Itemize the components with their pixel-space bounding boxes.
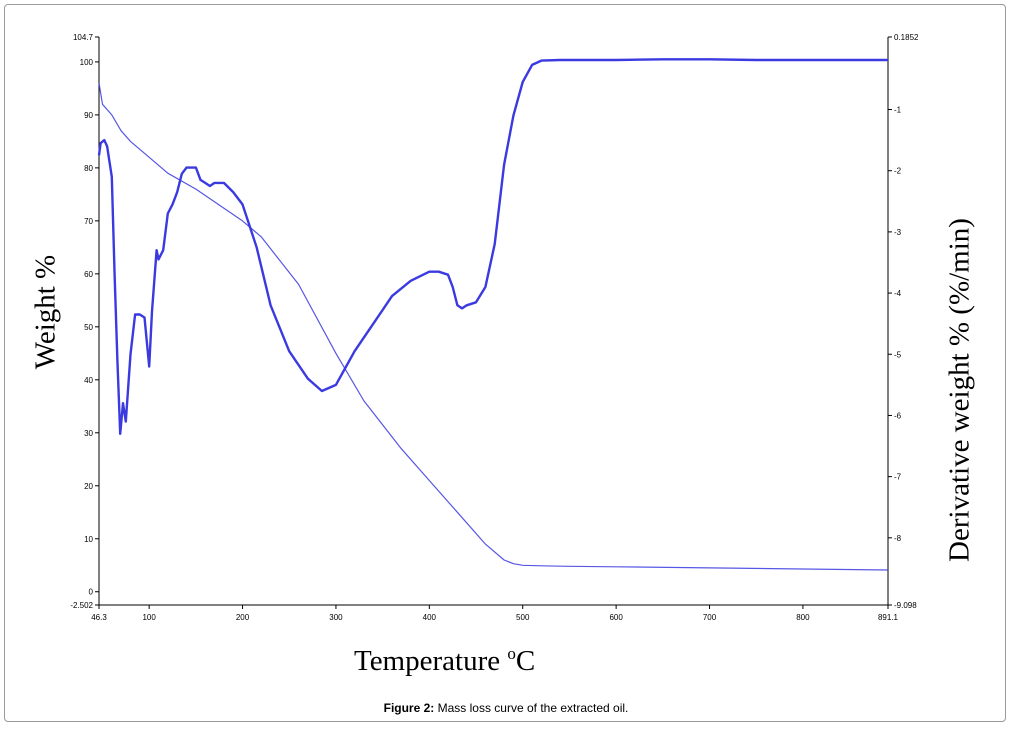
y-left-tick-label: 10 xyxy=(84,535,93,544)
x-axis-title-unit: C xyxy=(515,645,536,677)
x-tick-label: 700 xyxy=(703,613,717,622)
y-right-tick-label: -9.098 xyxy=(894,601,917,610)
y-left-tick-label: 70 xyxy=(84,217,93,226)
y-right-tick-label: -2 xyxy=(894,167,902,176)
x-tick-label: 400 xyxy=(423,613,437,622)
y-left-tick-label: 104.7 xyxy=(73,33,94,42)
chart-axes xyxy=(98,37,889,606)
y-right-tick-label: -7 xyxy=(894,473,902,482)
figure-frame xyxy=(4,4,1006,722)
y-left-tick-label: -2.502 xyxy=(70,601,93,610)
y-left-axis-title: Weight % xyxy=(29,254,62,370)
y-right-tick-label: -3 xyxy=(894,228,902,237)
y-left-tick-label: 60 xyxy=(84,270,93,279)
y-left-tick-label: 0 xyxy=(89,588,94,597)
x-tick-label: 46.3 xyxy=(91,613,107,622)
x-tick-label: 500 xyxy=(516,613,530,622)
caption-text: Mass loss curve of the extracted oil. xyxy=(434,701,629,715)
caption-label: Figure 2: xyxy=(383,701,435,715)
y-left-tick-label: 90 xyxy=(84,111,93,120)
y-right-tick-label: -5 xyxy=(894,350,902,359)
y-right-tick-label: -6 xyxy=(894,411,902,420)
x-tick-label: 800 xyxy=(796,613,810,622)
x-tick-label: 300 xyxy=(329,613,343,622)
chart-series xyxy=(97,58,889,571)
x-axis-ticks: 46.3 100 200 300 400 500 600 700 800 891.1 xyxy=(91,605,899,622)
y-right-tick-label: -1 xyxy=(894,106,902,115)
x-tick-label: 600 xyxy=(609,613,623,622)
x-axis-title: Temperature oC xyxy=(354,644,535,678)
y-left-tick-label: 100 xyxy=(80,58,94,67)
derivative-weight-line xyxy=(97,58,888,435)
x-axis-title-degree: o xyxy=(507,644,516,663)
y-right-tick-label: -8 xyxy=(894,534,902,543)
x-tick-label: 200 xyxy=(236,613,250,622)
y-right-axis-ticks: 0.1852 -1 -2 -3 -4 -5 -6 -7 -8 -9.098 xyxy=(888,33,919,610)
y-left-tick-label: 80 xyxy=(84,164,93,173)
y-left-tick-label: 20 xyxy=(84,482,93,491)
y-left-tick-label: 50 xyxy=(84,323,93,332)
y-right-tick-label: -4 xyxy=(894,289,902,298)
y-left-tick-label: 40 xyxy=(84,376,93,385)
x-tick-label: 891.1 xyxy=(878,613,899,622)
figure-caption: Figure 2: Mass loss curve of the extract… xyxy=(0,701,1012,715)
x-tick-label: 100 xyxy=(142,613,156,622)
weight-line xyxy=(98,83,889,571)
y-right-axis-title: Derivative weight % (%/min) xyxy=(943,218,976,562)
y-right-tick-label: 0.1852 xyxy=(894,33,919,42)
y-left-tick-label: 30 xyxy=(84,429,93,438)
x-axis-title-text: Temperature xyxy=(354,645,501,677)
